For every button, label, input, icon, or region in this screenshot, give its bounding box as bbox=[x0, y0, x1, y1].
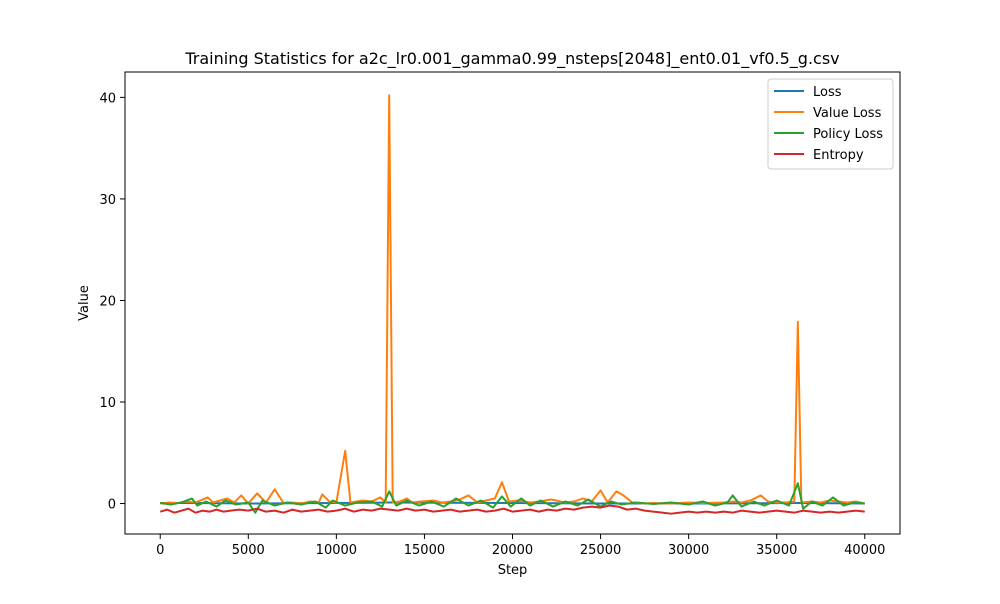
x-tick-label: 10000 bbox=[316, 543, 357, 558]
x-tick-label: 35000 bbox=[756, 543, 797, 558]
series-layer bbox=[159, 94, 865, 515]
legend-label: Value Loss bbox=[813, 106, 882, 121]
x-tick-label: 40000 bbox=[844, 543, 885, 558]
legend-label: Loss bbox=[813, 85, 842, 100]
y-tick-label: 30 bbox=[99, 193, 116, 208]
y-tick-label: 10 bbox=[99, 396, 116, 411]
x-tick-label: 15000 bbox=[404, 543, 445, 558]
y-tick-label: 40 bbox=[99, 91, 116, 106]
series-line-value-loss bbox=[160, 94, 865, 505]
x-axis-label: Step bbox=[498, 563, 528, 578]
x-tick-label: 0 bbox=[156, 543, 164, 558]
x-tick-label: 5000 bbox=[232, 543, 265, 558]
legend-label: Policy Loss bbox=[813, 127, 883, 142]
legend-box bbox=[767, 78, 894, 170]
x-tick-label: 25000 bbox=[580, 543, 621, 558]
y-axis: 0 10 20 30 40 bbox=[99, 91, 125, 513]
y-tick-label: 0 bbox=[108, 498, 116, 513]
chart-title: Training Statistics for a2c_lr0.001_gamm… bbox=[184, 49, 839, 69]
series-line-policy-loss bbox=[160, 482, 865, 514]
x-axis: 0 5000 10000 15000 20000 25000 30000 35000 40000 bbox=[156, 534, 885, 558]
y-axis-label: Value bbox=[77, 285, 92, 321]
x-tick-label: 20000 bbox=[492, 543, 533, 558]
legend-label: Entropy bbox=[813, 148, 864, 163]
legend: Loss Value Loss Policy Loss Entropy bbox=[767, 78, 894, 170]
y-tick-label: 20 bbox=[99, 294, 116, 309]
series-line-entropy bbox=[159, 504, 865, 515]
x-tick-label: 30000 bbox=[668, 543, 709, 558]
